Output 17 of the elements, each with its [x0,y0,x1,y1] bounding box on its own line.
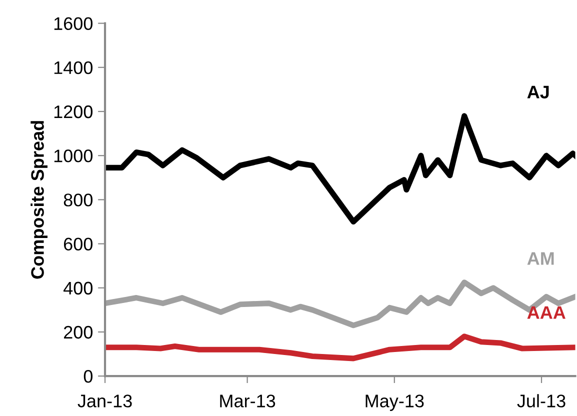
y-tick-label: 1000 [54,150,93,162]
x-tick-label: Jul-13 [517,394,566,408]
series-label: AM [527,252,554,265]
y-tick-label: 1600 [54,17,93,30]
y-tick-label: 1400 [54,61,93,74]
y-tick-label: 600 [64,238,93,250]
text: AJ [527,86,549,98]
y-axis-title: Composite Spread [30,121,48,279]
y-tick-label: 1200 [54,105,93,118]
y-tick-label: 400 [64,282,93,295]
x-tick-label: Mar-13 [220,394,276,408]
x-tick-label: Jan-13 [78,394,132,408]
series-label: AAA [527,306,566,319]
y-tick-label: 800 [64,194,93,206]
y-tick-label: 200 [64,326,93,339]
y-tick-label: 0 [84,370,93,383]
x-tick-label: May-13 [366,394,424,411]
